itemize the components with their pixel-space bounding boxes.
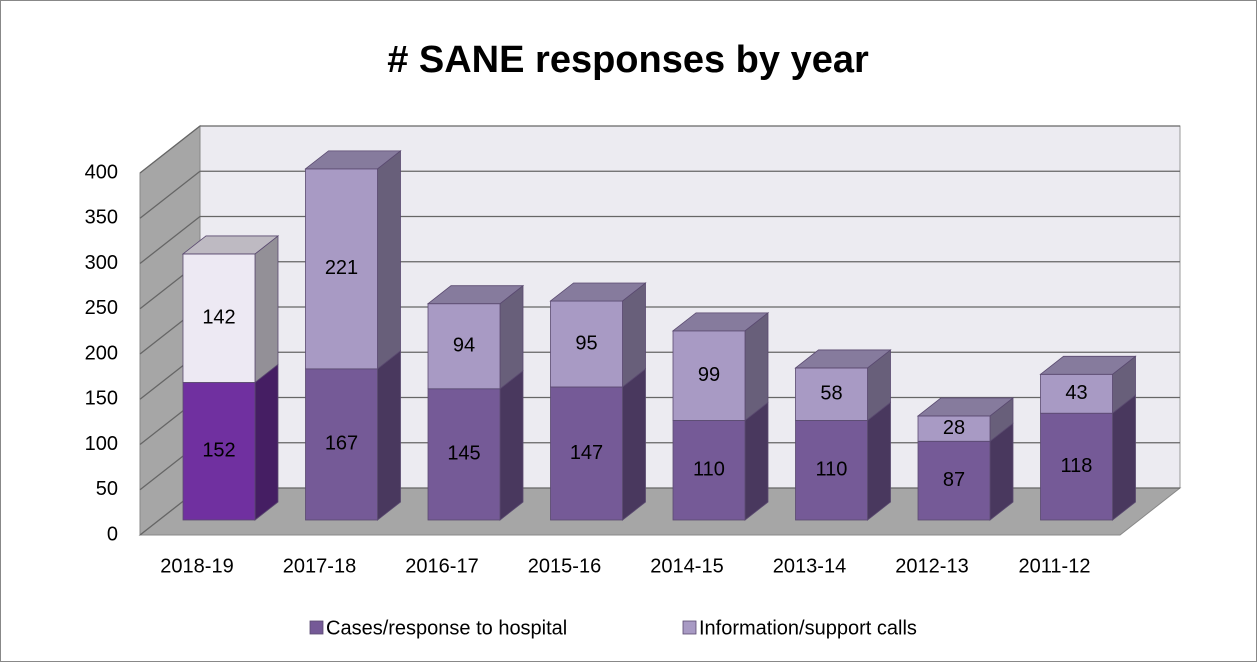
grid-line [139, 215, 1180, 265]
bar-top [549, 282, 647, 302]
legend-label: Cases/response to hospital [326, 617, 567, 639]
data-label: 145 [447, 443, 480, 465]
data-label: 110 [816, 459, 848, 481]
bar-side [499, 369, 524, 521]
x-tick-label: 2016-17 [405, 555, 478, 577]
bar [672, 420, 746, 521]
bar-top [304, 150, 402, 170]
data-label: 167 [325, 433, 358, 455]
data-label: 110 [693, 459, 725, 481]
x-tick-label: 2018-19 [160, 555, 233, 577]
x-tick-label: 2013-14 [773, 555, 846, 577]
chart-title: # SANE responses by year [387, 39, 869, 81]
data-label: 142 [202, 306, 235, 328]
bar [427, 388, 501, 521]
y-tick-label: 200 [85, 342, 118, 364]
bar-top [426, 285, 525, 305]
bar-top [671, 312, 770, 332]
bar-top [1039, 355, 1137, 375]
bar [182, 382, 256, 521]
bar [1040, 412, 1113, 521]
data-label: 87 [943, 469, 965, 491]
bar [1040, 373, 1113, 414]
bar-side [254, 363, 279, 521]
bar [795, 367, 868, 421]
bar-side [744, 312, 769, 422]
data-label: 94 [453, 335, 475, 357]
y-tick-label: 350 [85, 207, 118, 229]
bar [182, 253, 256, 383]
x-tick-label: 2011-12 [1019, 555, 1091, 577]
bar-side [377, 350, 401, 521]
bar-top [794, 349, 892, 369]
data-label: 95 [575, 332, 597, 354]
y-tick-label: 400 [85, 161, 118, 183]
x-tick-label: 2017-18 [283, 555, 356, 577]
x-tick-label: 2012-13 [895, 555, 968, 577]
y-tick-label: 300 [85, 252, 118, 274]
y-tick-label: 0 [107, 523, 118, 545]
bar-side [1112, 394, 1136, 521]
data-label: 118 [1061, 455, 1093, 477]
data-label: 147 [570, 442, 603, 464]
legend-swatch [309, 620, 324, 635]
data-label: 152 [202, 440, 235, 462]
bar [917, 440, 991, 521]
data-label: 28 [943, 417, 965, 439]
bar [672, 330, 746, 421]
bar-top [916, 397, 1015, 417]
grid-line [139, 170, 1180, 219]
bar-side [867, 401, 891, 521]
data-label: 58 [820, 382, 842, 404]
bar-side [744, 401, 769, 521]
bar-top [181, 235, 280, 255]
bar-side [622, 368, 646, 521]
grid-line [139, 125, 1180, 174]
bar [550, 300, 623, 388]
y-tick-label: 100 [85, 433, 118, 455]
bar [427, 303, 501, 390]
x-tick-label: 2015-16 [528, 555, 601, 577]
y-tick-label: 50 [96, 478, 118, 500]
data-label: 221 [325, 257, 358, 279]
x-tick-label: 2014-15 [650, 555, 723, 577]
data-label: 43 [1065, 382, 1087, 404]
y-tick-label: 250 [85, 297, 118, 319]
bar [305, 168, 378, 370]
floor [138, 487, 1182, 536]
legend-swatch [682, 620, 697, 635]
bar [305, 368, 378, 521]
bar [795, 420, 868, 521]
data-label: 99 [698, 364, 720, 386]
bar-side [377, 150, 401, 370]
bar [917, 415, 991, 442]
bar [550, 386, 623, 521]
bar-side [254, 235, 279, 384]
legend-label: Information/support calls [699, 617, 917, 639]
y-tick-label: 150 [85, 388, 118, 410]
